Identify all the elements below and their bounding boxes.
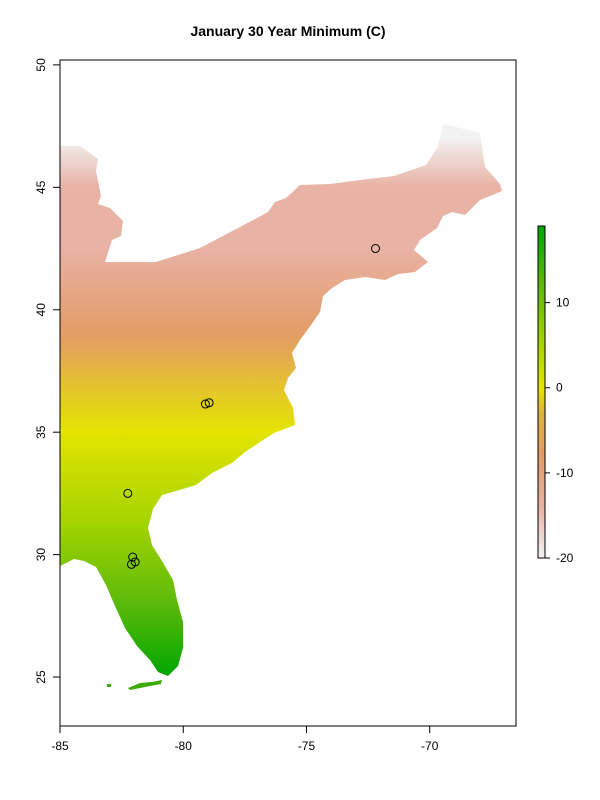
site-marker: [204, 398, 214, 408]
colorbar-tick-label: -20: [556, 551, 574, 565]
colorbar-tick-label: 10: [556, 296, 570, 310]
site-marker: [126, 559, 136, 569]
sites-layer: [123, 244, 381, 569]
y-tick-label: 25: [34, 670, 48, 684]
site-marker: [123, 488, 133, 498]
colorbar-tick-label: 0: [556, 381, 563, 395]
land-region-mainland: [60, 124, 502, 676]
y-tick-label: 35: [34, 425, 48, 439]
y-tick-label: 40: [34, 303, 48, 317]
colorbar-legend: -20 -10 0 10: [537, 225, 574, 565]
x-tick-label: -85: [51, 739, 69, 753]
site-marker: [128, 552, 138, 562]
colorbar-swatch: [537, 225, 546, 559]
y-tick-label: 30: [34, 548, 48, 562]
y-tick-label: 45: [34, 180, 48, 194]
x-tick-label: -70: [421, 739, 439, 753]
x-axis: -85 -80 -75 -70: [51, 725, 439, 753]
x-tick-label: -75: [298, 739, 316, 753]
land-region-florida-keys: [128, 680, 162, 690]
y-axis: 25 30 35 40 45 50: [34, 58, 61, 684]
site-marker: [200, 399, 210, 409]
land-region-key-west: [107, 684, 111, 687]
site-marker: [371, 244, 381, 254]
colorbar-tick-label: -10: [556, 466, 574, 480]
land-layer: [60, 124, 502, 690]
x-tick-label: -80: [175, 739, 193, 753]
map-title: January 30 Year Minimum (C): [190, 23, 385, 39]
y-tick-label: 50: [34, 58, 48, 72]
